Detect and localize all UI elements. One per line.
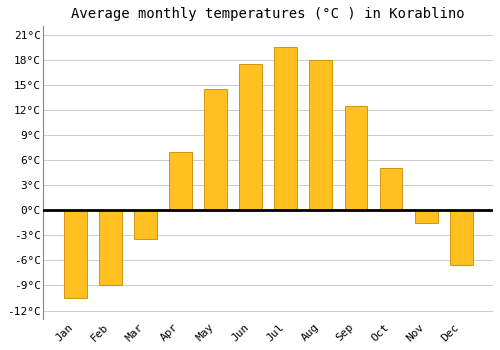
Bar — [380, 168, 402, 210]
Bar — [414, 210, 438, 223]
Bar — [134, 210, 157, 239]
Bar — [310, 60, 332, 210]
Bar — [204, 89, 227, 210]
Bar — [240, 64, 262, 210]
Bar — [344, 106, 368, 210]
Title: Average monthly temperatures (°C ) in Korablino: Average monthly temperatures (°C ) in Ko… — [72, 7, 465, 21]
Bar — [169, 152, 192, 210]
Bar — [274, 47, 297, 210]
Bar — [99, 210, 122, 286]
Bar — [450, 210, 472, 265]
Bar — [64, 210, 86, 298]
